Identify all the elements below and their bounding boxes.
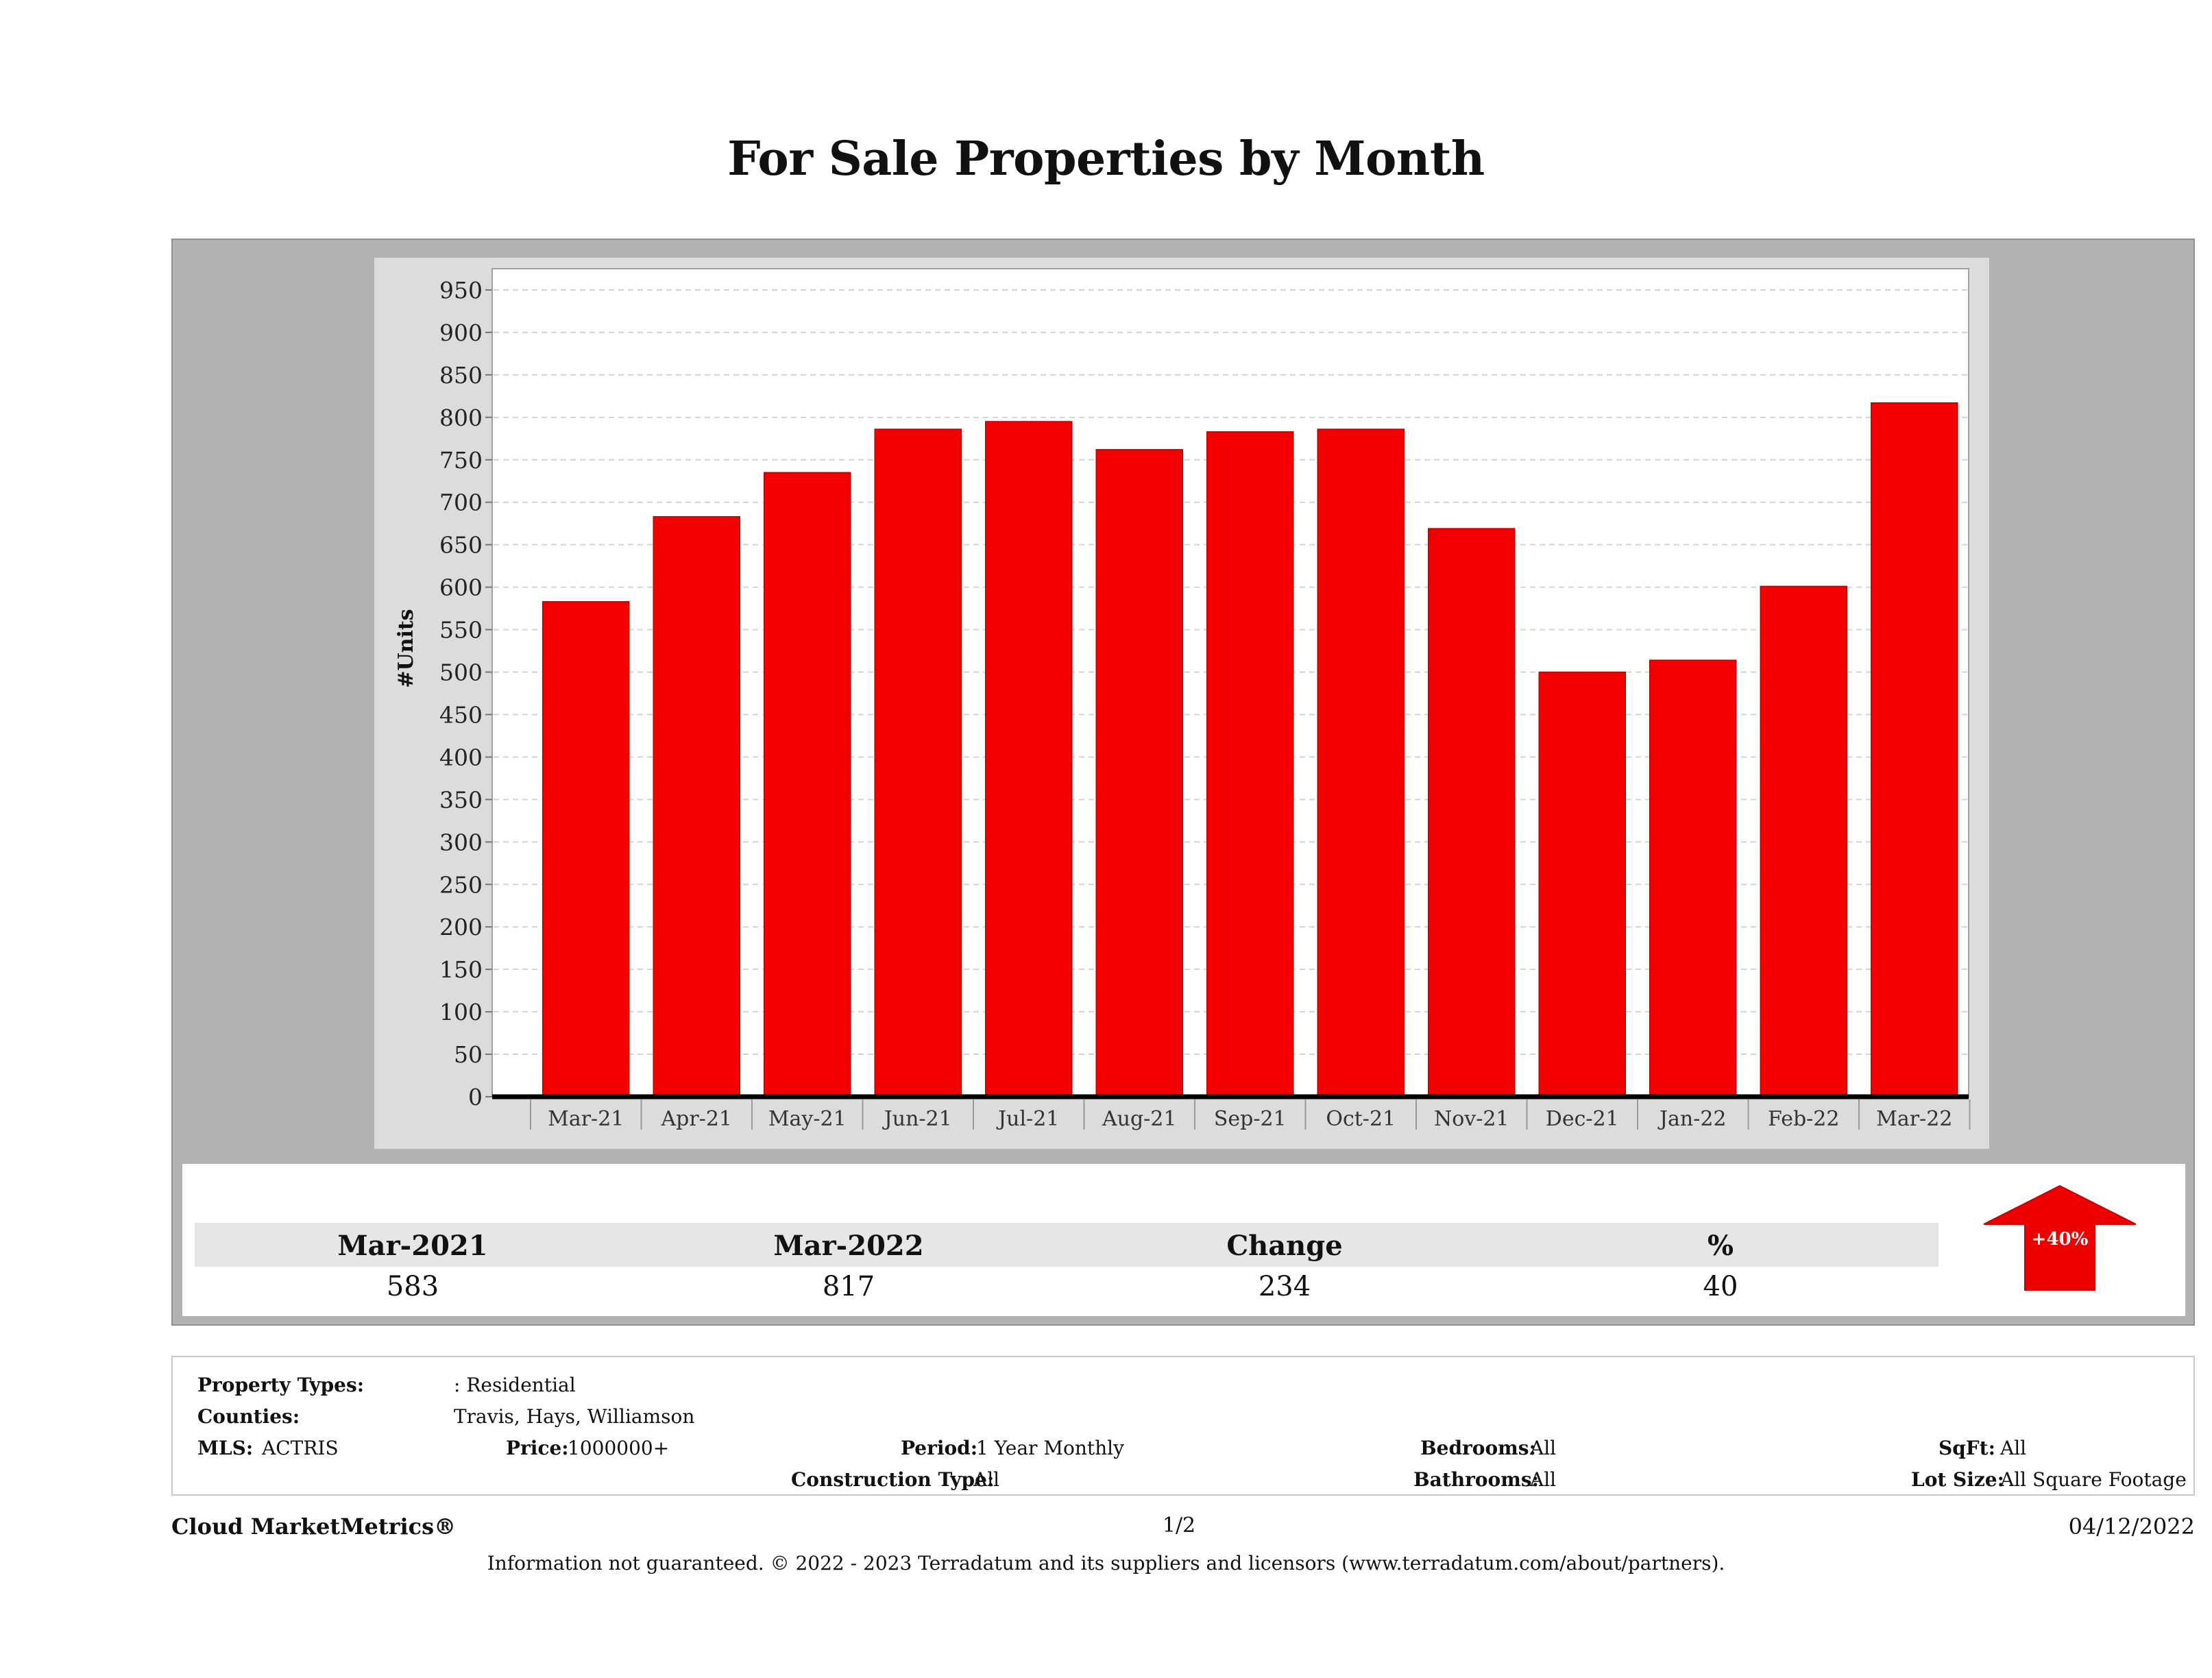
report-date: 04/12/2022 <box>2068 1513 2195 1540</box>
y-tick-label: 900 <box>439 319 483 346</box>
bar <box>985 421 1073 1097</box>
bar-chart: 0 50 100 150 200 250 300 350 400 450 500 550 600 650 7… <box>394 268 1971 1131</box>
bar <box>653 516 740 1097</box>
x-tick-label: Oct-21 <box>1326 1107 1396 1131</box>
x-tick-label: Apr-21 <box>660 1107 732 1131</box>
sqft-label: SqFt: <box>1938 1437 1995 1459</box>
bedrooms-value: All <box>1530 1437 1557 1459</box>
x-tick-label: Jul-21 <box>996 1107 1059 1131</box>
y-tick-label: 50 <box>454 1041 483 1068</box>
x-tick-label: Dec-21 <box>1546 1107 1619 1131</box>
disclaimer: Information not guaranteed. © 2022 - 202… <box>487 1552 1725 1574</box>
summary-value-row: 583 817 234 40 <box>195 1267 1938 1306</box>
bathrooms-label: Bathrooms: <box>1413 1468 1539 1491</box>
change-badge: +40% <box>1967 1175 2152 1306</box>
criteria-box: Property Types: : Residential Counties: … <box>171 1356 2195 1496</box>
header-change: Change <box>1226 1230 1343 1262</box>
lot-size-label: Lot Size: <box>1911 1468 2004 1491</box>
y-tick-label: 0 <box>468 1084 483 1110</box>
y-tick-label: 150 <box>439 956 483 983</box>
bar <box>1428 528 1516 1097</box>
value-end-period: 817 <box>822 1271 875 1302</box>
bar <box>1649 659 1737 1097</box>
bar <box>764 472 851 1097</box>
y-tick-label: 350 <box>439 786 483 813</box>
y-tick-label: 800 <box>439 404 483 431</box>
y-tick-label: 700 <box>439 489 483 516</box>
property-types-label: Property Types: <box>197 1374 365 1396</box>
counties-value: Travis, Hays, Williamson <box>454 1405 695 1428</box>
header-end-period: Mar-2022 <box>773 1230 924 1262</box>
bar <box>542 600 630 1097</box>
bedrooms-label: Bedrooms: <box>1420 1437 1536 1459</box>
page-number: 1/2 <box>1162 1513 1196 1537</box>
construction-type-value: All <box>973 1468 1000 1491</box>
bar <box>874 428 962 1097</box>
price-value: 1000000+ <box>568 1437 670 1459</box>
y-tick-label: 250 <box>439 871 483 898</box>
badge-label: +40% <box>2032 1229 2089 1250</box>
value-change: 234 <box>1258 1271 1311 1302</box>
y-tick-label: 100 <box>439 999 483 1025</box>
y-tick-label: 300 <box>439 829 483 855</box>
y-tick-label: 600 <box>439 574 483 601</box>
mls-label: MLS: <box>197 1437 254 1459</box>
x-tick-label: Sep-21 <box>1214 1107 1287 1131</box>
mls-value: ACTRIS <box>262 1437 339 1459</box>
summary-header-row: Mar-2021 Mar-2022 Change % <box>195 1223 1938 1267</box>
up-arrow-icon: +40% <box>1983 1184 2137 1291</box>
x-tick-label: Nov-21 <box>1434 1107 1509 1131</box>
sqft-value: All <box>2000 1437 2027 1459</box>
x-tick-label: Jan-22 <box>1657 1107 1727 1131</box>
y-axis-label: #Units <box>394 609 418 688</box>
period-value: 1 Year Monthly <box>976 1437 1124 1459</box>
property-types-value: : Residential <box>454 1374 576 1396</box>
lot-size-value: All Square Footage <box>2000 1468 2187 1491</box>
x-tick-label: Mar-22 <box>1876 1107 1952 1131</box>
y-tick-label: 950 <box>439 277 483 304</box>
bathrooms-value: All <box>1530 1468 1557 1491</box>
header-percent: % <box>1707 1230 1734 1262</box>
bar <box>1317 428 1405 1097</box>
summary-table: Mar-2021 Mar-2022 Change % 583 817 234 4… <box>195 1176 1938 1306</box>
x-tick-label: Feb-22 <box>1768 1107 1839 1131</box>
header-start-period: Mar-2021 <box>337 1230 488 1262</box>
page-title: For Sale Properties by Month <box>727 132 1485 186</box>
bar <box>1095 449 1183 1097</box>
construction-type-label: Construction Type: <box>791 1468 995 1491</box>
value-start-period: 583 <box>386 1271 439 1302</box>
x-tick-label: May-21 <box>768 1107 847 1131</box>
bar <box>1760 585 1847 1097</box>
period-label: Period: <box>901 1437 978 1459</box>
y-tick-label: 750 <box>439 447 483 474</box>
value-percent: 40 <box>1703 1271 1738 1302</box>
x-tick-label: Aug-21 <box>1102 1107 1177 1131</box>
counties-label: Counties: <box>197 1405 300 1428</box>
y-tick-label: 550 <box>439 617 483 644</box>
y-tick-label: 450 <box>439 701 483 728</box>
summary-blank-row <box>195 1176 1938 1223</box>
bar <box>1871 402 1958 1097</box>
y-tick-label: 400 <box>439 744 483 770</box>
y-tick-label: 200 <box>439 914 483 940</box>
price-label: Price: <box>506 1437 569 1459</box>
bar <box>1206 431 1294 1097</box>
y-tick-label: 650 <box>439 532 483 559</box>
x-tick-label: Mar-21 <box>548 1107 624 1131</box>
y-tick-label: 850 <box>439 362 483 389</box>
x-tick-label: Jun-21 <box>882 1107 952 1131</box>
bar <box>1538 671 1626 1097</box>
y-tick-label: 500 <box>439 659 483 686</box>
brand-name: Cloud MarketMetrics® <box>171 1513 457 1540</box>
